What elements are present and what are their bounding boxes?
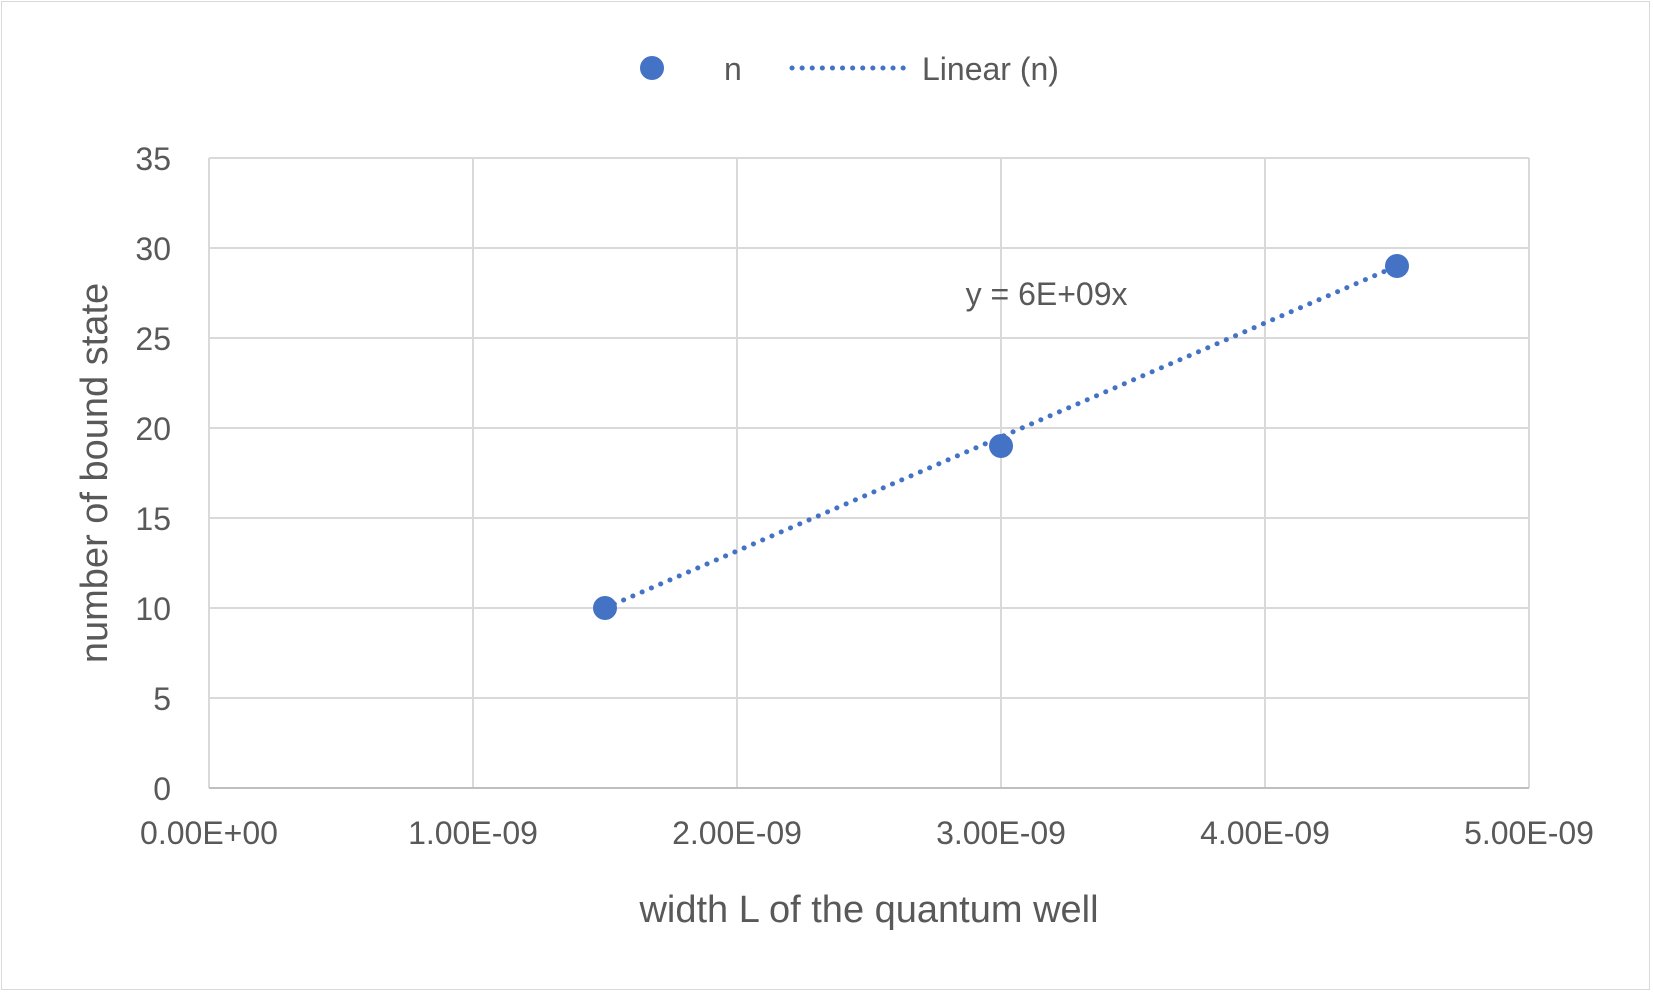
y-tick-label: 20	[135, 411, 171, 447]
x-tick-label: 2.00E-09	[672, 815, 802, 851]
data-point	[593, 596, 617, 620]
data-points	[593, 254, 1409, 620]
x-tick-label: 0.00E+00	[140, 815, 278, 851]
y-tick-label: 0	[153, 771, 171, 807]
y-tick-label: 25	[135, 321, 171, 357]
gridlines	[208, 157, 1530, 789]
y-tick-label: 30	[135, 231, 171, 267]
x-tick-label: 1.00E-09	[408, 815, 538, 851]
x-tick-label: 3.00E-09	[936, 815, 1066, 851]
legend-label-n: n	[724, 51, 742, 87]
y-tick-label: 35	[135, 141, 171, 177]
x-tick-labels: 0.00E+00 1.00E-09 2.00E-09 3.00E-09 4.00E-09…	[140, 815, 1594, 851]
trendline	[602, 263, 1400, 611]
y-tick-label: 10	[135, 591, 171, 627]
x-axis-title: width L of the quantum well	[638, 889, 1098, 931]
legend-marker-n	[640, 56, 664, 80]
x-tick-label: 4.00E-09	[1200, 815, 1330, 851]
legend-label-trendline: Linear (n)	[922, 51, 1059, 87]
data-point	[1385, 254, 1409, 278]
y-axis-title: number of bound state	[74, 283, 116, 663]
x-tick-label: 5.00E-09	[1464, 815, 1594, 851]
y-tick-label: 5	[153, 681, 171, 717]
trendline-group	[602, 263, 1400, 611]
legend: n Linear (n)	[640, 51, 1059, 87]
trendline-equation: y = 6E+09x	[966, 276, 1128, 312]
y-tick-label: 15	[135, 501, 171, 537]
y-tick-labels: 0 5 10 15 20 25 30 35	[135, 141, 171, 807]
data-point	[989, 434, 1013, 458]
